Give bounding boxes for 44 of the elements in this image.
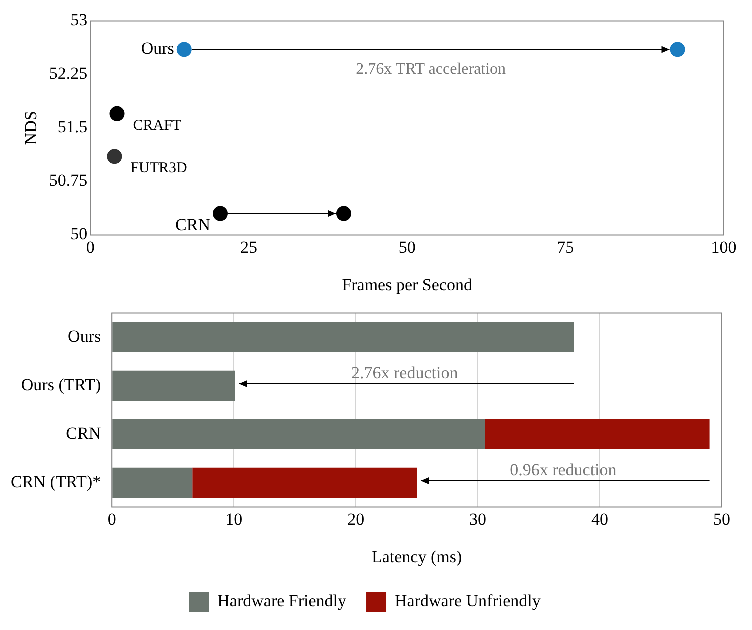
x-tick-label: 50 — [714, 510, 730, 529]
bar — [192, 468, 418, 498]
bar — [112, 370, 236, 401]
annotation: 2.76x reduction — [352, 363, 459, 382]
x-tick-label: 75 — [557, 238, 574, 257]
point — [110, 106, 125, 122]
x-tick-label: 25 — [240, 238, 258, 257]
series-label: Ours — [141, 39, 174, 58]
x-tick-label: 40 — [592, 510, 609, 529]
x-tick-label: 50 — [398, 238, 416, 257]
point — [670, 42, 686, 58]
point — [176, 42, 192, 58]
legend-label: Hardware Unfriendly — [395, 591, 542, 610]
y-tick-label: CRN — [66, 424, 102, 443]
annotation: 0.96x reduction — [510, 460, 618, 480]
x-tick-label: 30 — [470, 510, 487, 529]
y-tick-label: Ours — [68, 326, 102, 346]
x-tick-label: 20 — [348, 510, 365, 529]
x-tick-label: 0 — [108, 510, 116, 529]
y-tick-label: 53 — [70, 10, 88, 30]
y-tick-label: 50.75 — [49, 171, 88, 190]
point — [212, 206, 228, 222]
point — [107, 149, 122, 164]
series-label: FUTR3D — [130, 160, 188, 177]
bar — [112, 468, 193, 498]
series-label: CRAFT — [133, 118, 182, 134]
y-axis-title: NDS — [22, 111, 41, 146]
x-tick-label: 0 — [86, 238, 95, 257]
x-axis-title: Frames per Second — [342, 275, 473, 294]
bar — [112, 322, 574, 352]
annotation: 2.76x TRT acceleration — [356, 60, 506, 78]
y-tick-label: 51.5 — [58, 118, 88, 137]
x-tick-label: 10 — [226, 510, 243, 529]
x-axis-title: Latency (ms) — [372, 547, 462, 566]
y-tick-label: CRN (TRT)* — [10, 472, 102, 492]
legend-label: Hardware Friendly — [218, 591, 348, 610]
bar — [485, 419, 710, 450]
series-label: CRN — [176, 215, 210, 234]
y-tick-label: 52.25 — [49, 64, 88, 84]
bar — [112, 419, 486, 450]
y-tick-label: Ours (TRT) — [21, 375, 102, 394]
x-tick-label: 100 — [711, 238, 737, 257]
y-tick-label: 50 — [70, 224, 88, 244]
point — [336, 206, 352, 222]
